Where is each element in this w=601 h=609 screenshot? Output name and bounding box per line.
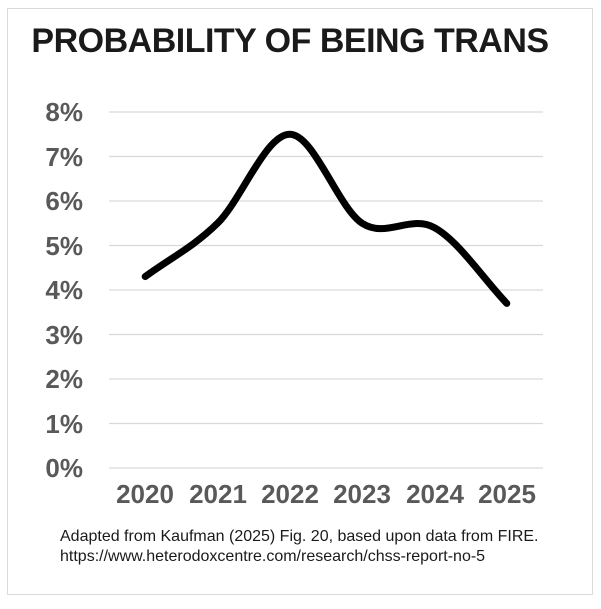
chart-frame	[7, 8, 593, 595]
caption-line-1: Adapted from Kaufman (2025) Fig. 20, bas…	[60, 528, 539, 545]
source-caption: Adapted from Kaufman (2025) Fig. 20, bas…	[60, 527, 538, 567]
caption-line-2: https://www.heterodoxcentre.com/research…	[60, 548, 486, 565]
trend-line	[141, 130, 511, 307]
chart-title: PROBABILITY OF BEING TRANS	[31, 22, 549, 60]
